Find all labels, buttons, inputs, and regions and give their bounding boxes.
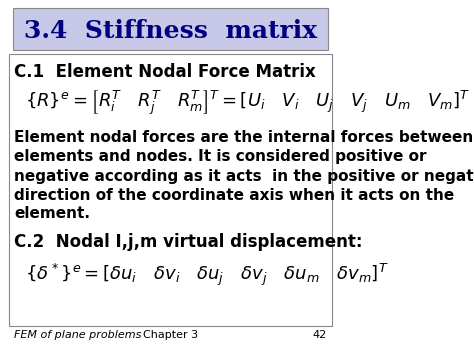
Text: 42: 42	[312, 330, 326, 340]
Text: $\left\{\delta^*\right\}^e = \left[\delta u_i \quad \delta v_i \quad \delta u_j : $\left\{\delta^*\right\}^e = \left[\delt…	[25, 262, 389, 288]
Text: C.2  Nodal I,j,m virtual displacement:: C.2 Nodal I,j,m virtual displacement:	[14, 233, 363, 251]
Text: element.: element.	[14, 207, 91, 222]
Text: elements and nodes. It is considered positive or: elements and nodes. It is considered pos…	[14, 149, 427, 164]
Text: 3.4  Stiffness  matrix: 3.4 Stiffness matrix	[24, 19, 317, 43]
FancyBboxPatch shape	[9, 54, 332, 326]
FancyBboxPatch shape	[13, 8, 328, 50]
Text: direction of the coordinate axis when it acts on the: direction of the coordinate axis when it…	[14, 187, 455, 202]
Text: negative according as it acts  in the positive or negative: negative according as it acts in the pos…	[14, 169, 474, 184]
Text: $\{R\}^e = \left[R_i^T \quad R_j^T \quad R_m^T\right]^T = \left[U_i \quad V_i \q: $\{R\}^e = \left[R_i^T \quad R_j^T \quad…	[25, 89, 471, 117]
Text: C.1  Element Nodal Force Matrix: C.1 Element Nodal Force Matrix	[14, 63, 316, 81]
Text: Chapter 3: Chapter 3	[143, 330, 198, 340]
Text: Element nodal forces are the internal forces between: Element nodal forces are the internal fo…	[14, 131, 474, 146]
Text: FEM of plane problems: FEM of plane problems	[14, 330, 142, 340]
